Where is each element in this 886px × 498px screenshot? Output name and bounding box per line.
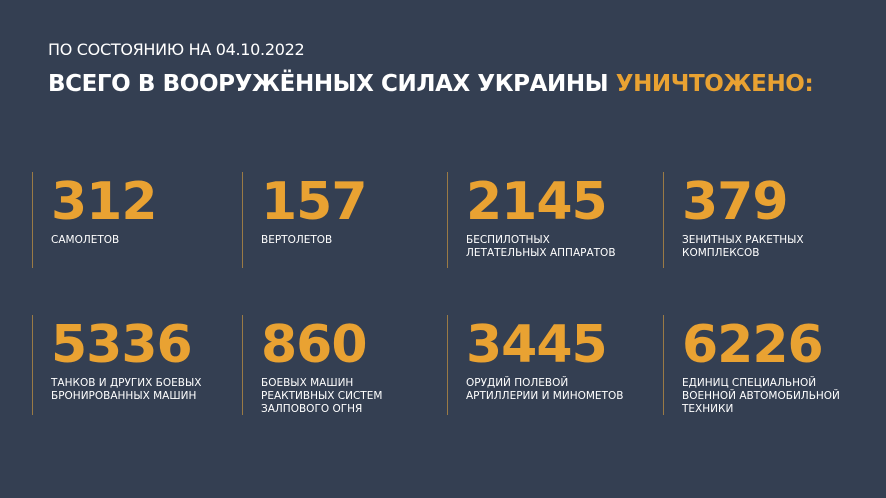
stat-card-aircraft: 312 САМОЛЕТОВ bbox=[32, 172, 158, 268]
title-highlight: УНИЧТОЖЕНО: bbox=[615, 71, 814, 97]
stat-value: 379 bbox=[682, 172, 789, 232]
stat-label: БЕСПИЛОТНЫХ ЛЕТАТЕЛЬНЫХ АППАРАТОВ bbox=[466, 234, 616, 259]
stat-value: 3445 bbox=[466, 315, 608, 375]
stat-card-uav: 2145 БЕСПИЛОТНЫХ ЛЕТАТЕЛЬНЫХ АППАРАТОВ bbox=[447, 172, 616, 268]
stat-card-artillery: 3445 ОРУДИЙ ПОЛЕВОЙ АРТИЛЛЕРИИ И МИНОМЕТО… bbox=[447, 315, 623, 415]
stat-value: 5336 bbox=[51, 315, 193, 375]
stat-label: ТАНКОВ И ДРУГИХ БОЕВЫХ БРОНИРОВАННЫХ МАШ… bbox=[51, 377, 202, 402]
stat-value: 860 bbox=[261, 315, 368, 375]
stat-value: 6226 bbox=[682, 315, 824, 375]
stat-card-tanks: 5336 ТАНКОВ И ДРУГИХ БОЕВЫХ БРОНИРОВАННЫХ… bbox=[32, 315, 201, 415]
stat-card-mlrs: 860 БОЕВЫХ МАШИН РЕАКТИВНЫХ СИСТЕМ ЗАЛПОВ… bbox=[242, 315, 382, 415]
stat-card-air-defense: 379 ЗЕНИТНЫХ РАКЕТНЫХ КОМПЛЕКСОВ bbox=[663, 172, 804, 268]
stat-value: 157 bbox=[261, 172, 368, 232]
stat-value: 2145 bbox=[466, 172, 608, 232]
page-title: ВСЕГО В ВООРУЖЁННЫХ СИЛАХ УКРАИНЫ УНИЧТО… bbox=[48, 71, 814, 97]
date-subtitle: ПО СОСТОЯНИЮ НА 04.10.2022 bbox=[48, 40, 305, 59]
stat-value: 312 bbox=[51, 172, 158, 232]
stat-label: ОРУДИЙ ПОЛЕВОЙ АРТИЛЛЕРИИ И МИНОМЕТОВ bbox=[466, 377, 624, 402]
stat-card-helicopters: 157 ВЕРТОЛЕТОВ bbox=[242, 172, 368, 268]
stat-label: ЗЕНИТНЫХ РАКЕТНЫХ КОМПЛЕКСОВ bbox=[682, 234, 804, 259]
stat-card-vehicles: 6226 ЕДИНИЦ СПЕЦИАЛЬНОЙ ВОЕННОЙ АВТОМОБИЛ… bbox=[663, 315, 840, 415]
stat-label: ВЕРТОЛЕТОВ bbox=[261, 234, 333, 246]
stat-label: БОЕВЫХ МАШИН РЕАКТИВНЫХ СИСТЕМ ЗАЛПОВОГО… bbox=[261, 377, 383, 415]
title-main: ВСЕГО В ВООРУЖЁННЫХ СИЛАХ УКРАИНЫ bbox=[48, 71, 616, 97]
stat-label: САМОЛЕТОВ bbox=[51, 234, 120, 246]
stat-label: ЕДИНИЦ СПЕЦИАЛЬНОЙ ВОЕННОЙ АВТОМОБИЛЬНОЙ… bbox=[682, 377, 840, 415]
